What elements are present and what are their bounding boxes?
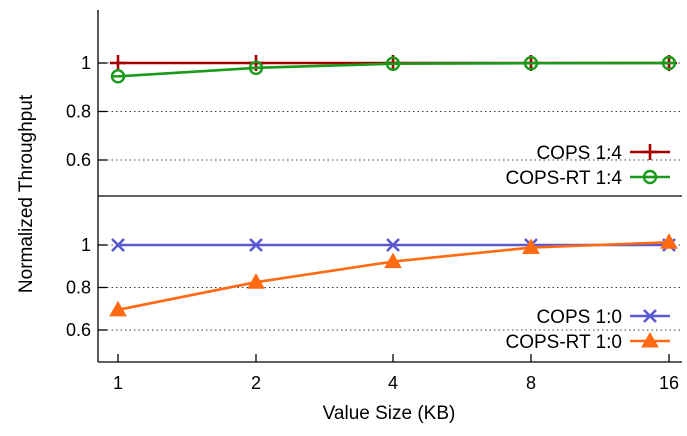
data-point-COPS 1:0	[249, 238, 263, 252]
panel1-ytick-label: 1	[81, 53, 91, 73]
data-point-COPS 1:4	[110, 55, 126, 71]
panel2-ytick-label: 1	[81, 235, 91, 255]
panel1-ytick-label: 0.6	[66, 150, 91, 170]
panel1-ytick-label: 0.8	[66, 102, 91, 122]
data-point-COPS-RT 1:4	[523, 56, 539, 71]
data-point-COPS-RT 1:0	[660, 233, 678, 249]
y-axis-label: Normalized Throughput	[16, 94, 37, 293]
series-line-COPS-RT 1:0	[117, 240, 670, 312]
panel2-ytick-label: 0.8	[66, 278, 91, 298]
legend-marker-COPS 1:4	[642, 144, 658, 160]
panel2-ytick-label: 0.6	[66, 320, 91, 340]
data-point-COPS-RT 1:4	[110, 69, 126, 84]
legend-label-COPS 1:0: COPS 1:0	[536, 307, 622, 328]
legend-marker-COPS 1:0	[643, 309, 657, 323]
axes-layer: 0.6 0.8 1 0.6 0.8 1 1 2 4 8 16	[66, 10, 682, 393]
data-point-COPS-RT 1:4	[661, 55, 677, 71]
xtick-label: 2	[251, 373, 261, 393]
series-layer	[109, 55, 678, 317]
data-point-COPS 1:0	[111, 238, 125, 252]
data-point-COPS-RT 1:4	[385, 56, 401, 71]
xtick-label: 4	[388, 373, 398, 393]
legend-layer: COPS 1:4 COPS-RT 1:4 COPS 1:0 COPS-RT 1:0	[505, 143, 670, 353]
data-point-COPS-RT 1:0	[247, 273, 265, 289]
data-point-COPS-RT 1:0	[384, 252, 402, 269]
data-point-COPS-RT 1:4	[248, 60, 264, 76]
legend-label-COPS 1:4: COPS 1:4	[536, 143, 622, 164]
x-axis-label: Value Size (KB)	[323, 403, 456, 424]
data-point-COPS-RT 1:0	[522, 238, 540, 255]
xtick-label: 16	[659, 373, 679, 393]
data-point-COPS 1:0	[386, 238, 400, 252]
xtick-label: 1	[113, 373, 123, 393]
legend-label-COPS-RT 1:0: COPS-RT 1:0	[505, 332, 622, 353]
legend-marker-COPS-RT 1:4	[642, 169, 658, 185]
data-point-COPS-RT 1:0	[109, 300, 127, 317]
xtick-label: 8	[526, 373, 536, 393]
legend-label-COPS-RT 1:4: COPS-RT 1:4	[505, 168, 622, 189]
legend-marker-COPS-RT 1:0	[641, 331, 659, 348]
